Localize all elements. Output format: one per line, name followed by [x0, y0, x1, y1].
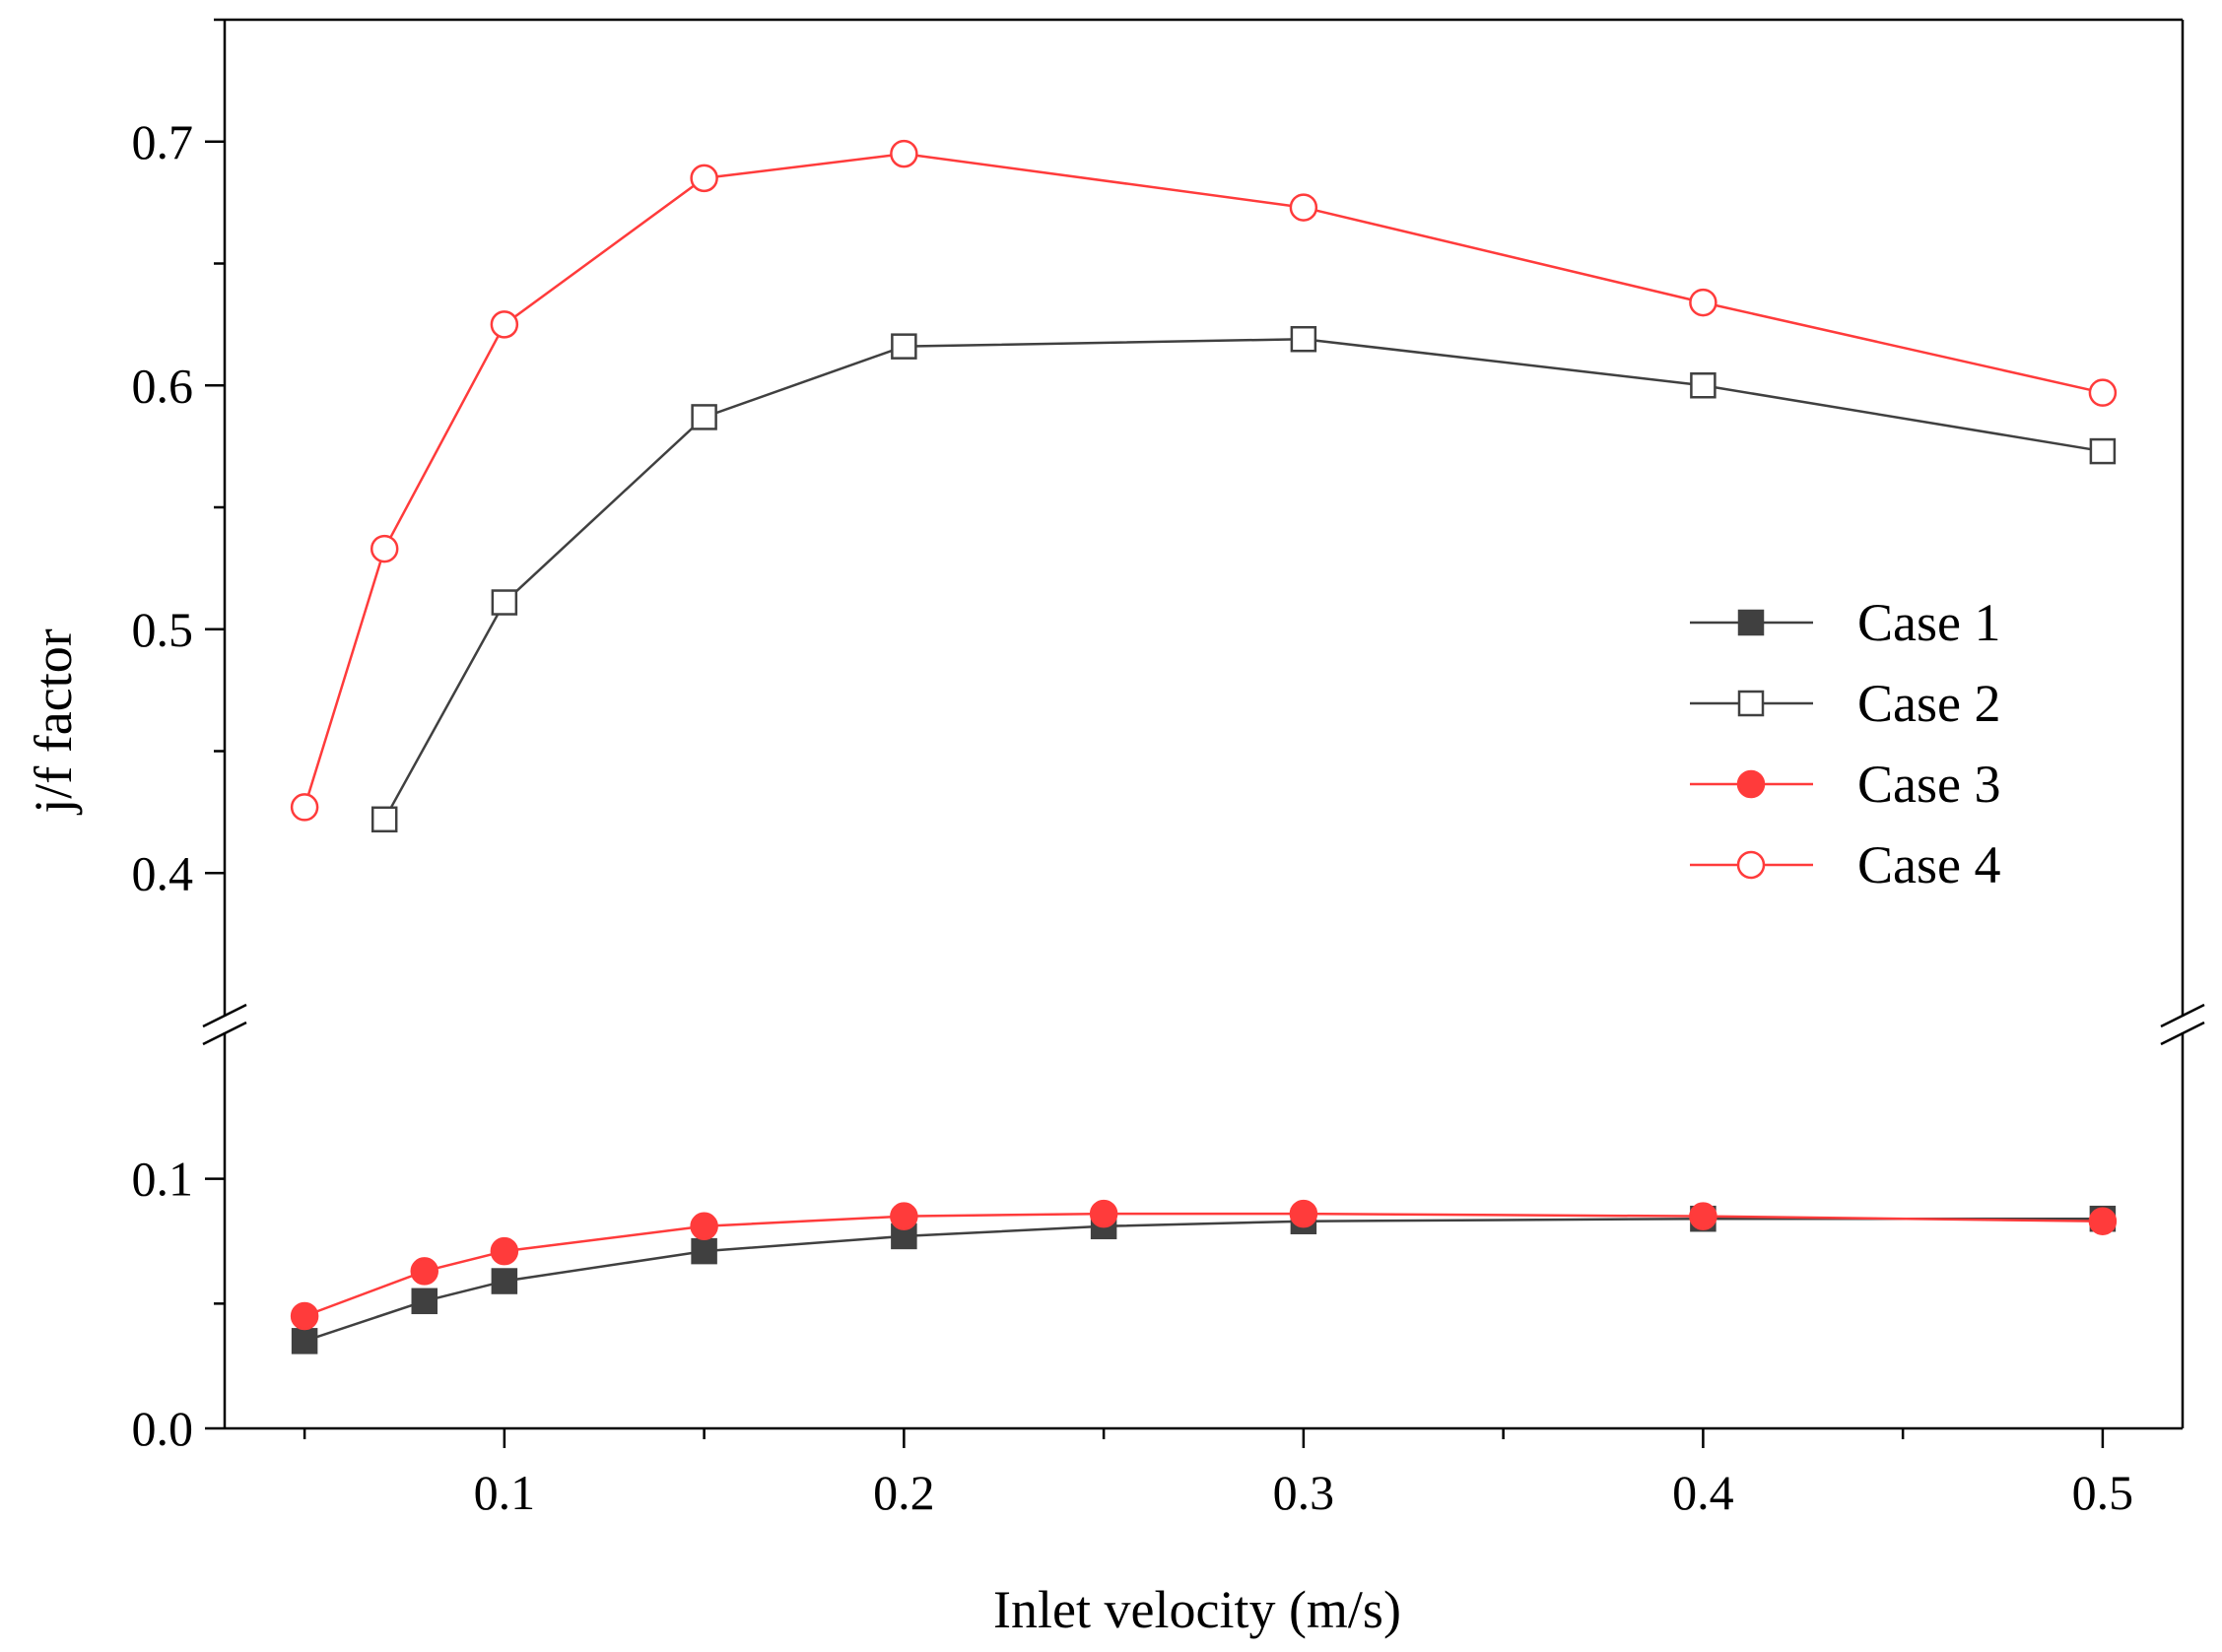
- data-point: [490, 310, 519, 339]
- legend-label: Case 3: [1857, 755, 2000, 814]
- legend-marker: [1736, 769, 1766, 799]
- data-point: [410, 1257, 439, 1286]
- data-point: [890, 139, 918, 168]
- tick-labels: 0.1 0.2 0.3 0.4 0.5 0.4 0.5 0.6 0.7 0.0 0.1: [132, 114, 2134, 1520]
- y-tick-label: 0.6: [132, 358, 194, 413]
- y-tick-label: 0.4: [132, 845, 194, 900]
- data-point: [1290, 325, 1317, 353]
- legend: Case 1 Case 2 Case 3 Case 4: [1690, 593, 2000, 894]
- x-axis-title: Inlet velocity (m/s): [993, 1580, 1401, 1639]
- x-tick-label: 0.1: [474, 1465, 536, 1520]
- axis-break-mark-right: [2160, 1003, 2205, 1028]
- data-point: [491, 589, 518, 616]
- data-point: [290, 793, 319, 822]
- data-point: [491, 1268, 518, 1294]
- legend-marker: [1737, 609, 1765, 636]
- data-point: [2088, 1207, 2118, 1235]
- legend-marker: [1737, 690, 1765, 717]
- series-layer: [290, 139, 2118, 1355]
- data-point: [1690, 372, 1717, 399]
- data-point: [2089, 437, 2117, 465]
- data-point: [1689, 288, 1717, 317]
- data-point: [690, 1212, 718, 1241]
- y-tick-label: 0.0: [132, 1401, 194, 1456]
- y-tick-label: 0.5: [132, 602, 194, 657]
- legend-label: Case 1: [1857, 593, 2000, 652]
- series-3: [290, 1199, 2118, 1331]
- data-point: [691, 1237, 717, 1265]
- data-point: [891, 333, 917, 360]
- y-tick-label: 0.1: [132, 1152, 194, 1207]
- data-point: [890, 1202, 918, 1230]
- legend-label: Case 2: [1857, 674, 2000, 733]
- data-point: [690, 164, 718, 193]
- legend-item: Case 2: [1690, 674, 2000, 733]
- series-4: [290, 139, 2118, 822]
- legend-marker: [1736, 850, 1766, 880]
- data-point: [370, 806, 398, 833]
- series-line: [303, 152, 2104, 808]
- data-point: [370, 534, 399, 563]
- x-tick-label: 0.5: [2072, 1465, 2134, 1520]
- y-axis-title: j/f factor: [24, 628, 83, 815]
- legend-label: Case 4: [1857, 835, 2000, 894]
- data-point: [1689, 1202, 1717, 1230]
- data-point: [490, 1236, 519, 1266]
- data-point: [1289, 193, 1318, 222]
- axes: [202, 18, 2205, 1448]
- data-point: [1289, 1199, 1318, 1228]
- axis-break-mark-left: [202, 1003, 247, 1028]
- legend-item: Case 1: [1690, 593, 2000, 652]
- data-point: [290, 1301, 319, 1331]
- data-point: [2088, 378, 2118, 407]
- data-point: [411, 1288, 438, 1315]
- data-point: [291, 1328, 318, 1355]
- axis-break-mark-left: [202, 1021, 247, 1046]
- x-tick-label: 0.2: [873, 1465, 935, 1520]
- legend-item: Case 3: [1690, 755, 2000, 814]
- y-tick-label: 0.7: [132, 114, 194, 169]
- series-2: [370, 325, 2117, 833]
- legend-item: Case 4: [1690, 835, 2000, 894]
- data-point: [1089, 1199, 1118, 1228]
- axis-break-mark-right: [2160, 1021, 2205, 1046]
- x-tick-label: 0.3: [1273, 1465, 1335, 1520]
- x-tick-label: 0.4: [1672, 1465, 1734, 1520]
- data-point: [691, 404, 717, 430]
